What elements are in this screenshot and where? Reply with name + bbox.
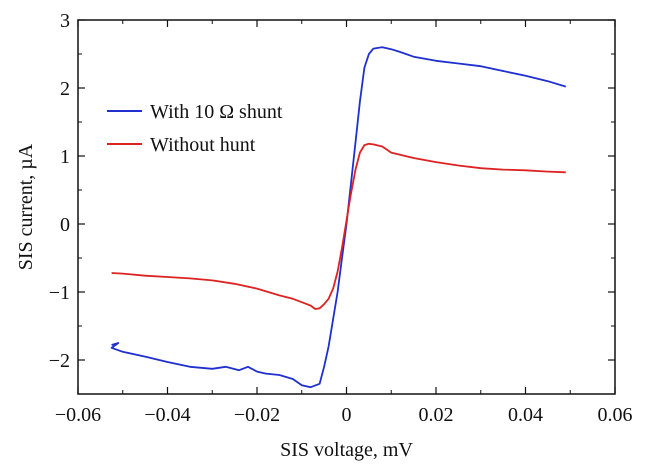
y-tick-label: 0: [60, 214, 70, 236]
y-tick-label: 3: [60, 10, 70, 32]
plot-frame: [77, 19, 616, 395]
x-axis: −0.06 −0.04 −0.02 0 0.02 0.04 0.06: [55, 20, 633, 426]
x-tick-label: −0.02: [234, 404, 280, 426]
series-layer: [110, 46, 567, 389]
x-tick-label: −0.04: [144, 404, 190, 426]
x-tick-label: 0.06: [598, 404, 633, 426]
x-tick-label: 0: [342, 404, 352, 426]
series-line-1: [110, 46, 567, 389]
y-tick-label: 2: [60, 78, 70, 100]
legend: With 10 Ω shunt Without hunt: [107, 101, 283, 156]
y-axis: −2 −1 0 1 2 3: [49, 10, 615, 372]
y-axis-title: SIS current, µA: [15, 143, 37, 270]
legend-label-2: Without hunt: [150, 134, 256, 156]
x-axis-title: SIS voltage, mV: [280, 439, 413, 461]
x-tick-label: −0.06: [55, 404, 101, 426]
y-tick-label: −2: [49, 350, 70, 372]
legend-label-1: With 10 Ω shunt: [150, 101, 283, 123]
series-line-2: [111, 142, 566, 310]
x-tick-label: 0.02: [419, 404, 454, 426]
y-tick-label: 1: [60, 146, 70, 168]
x-tick-label: 0.04: [508, 404, 543, 426]
y-tick-label: −1: [49, 282, 70, 304]
